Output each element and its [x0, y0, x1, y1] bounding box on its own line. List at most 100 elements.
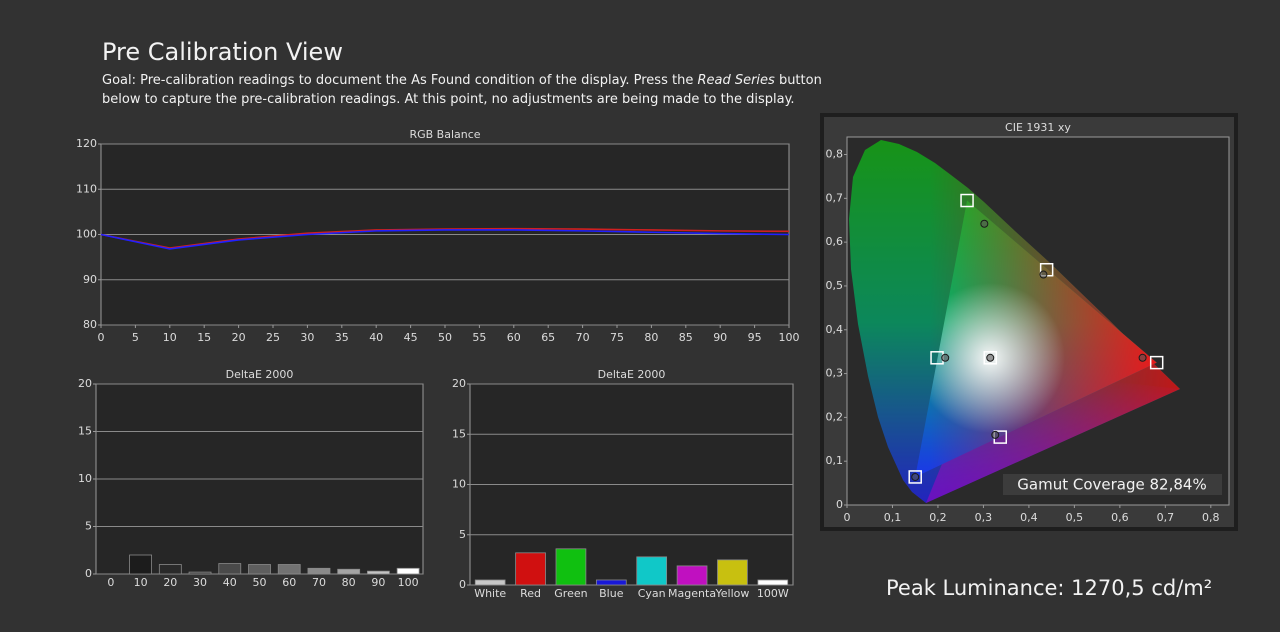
- y-tick-label: 10: [78, 472, 92, 485]
- x-tick-label: 10: [163, 331, 177, 344]
- x-tick-label: 30: [300, 331, 314, 344]
- x-tick-label: 75: [610, 331, 624, 344]
- x-tick-label: 90: [713, 331, 727, 344]
- x-tick-label: 15: [197, 331, 211, 344]
- bar: [248, 564, 271, 575]
- x-tick-label: 0,5: [1066, 511, 1084, 524]
- y-tick-label: 15: [452, 427, 466, 440]
- x-tick-label: Yellow: [715, 587, 750, 600]
- y-tick-label: 0,6: [826, 235, 844, 248]
- x-tick-label: Magenta: [668, 587, 716, 600]
- y-tick-label: 0,1: [826, 454, 844, 467]
- x-tick-label: 30: [193, 576, 207, 589]
- x-tick-label: 50: [438, 331, 452, 344]
- annotation-box: [1003, 474, 1222, 495]
- x-tick-label: Green: [554, 587, 587, 600]
- x-tick-label: 60: [282, 576, 296, 589]
- x-tick-label: 70: [576, 331, 590, 344]
- bar: [367, 570, 390, 575]
- y-tick-label: 0,4: [826, 323, 844, 336]
- bar: [337, 568, 361, 575]
- bar: [218, 563, 242, 575]
- y-tick-label: 0,3: [826, 367, 844, 380]
- x-tick-label: 10: [134, 576, 148, 589]
- y-tick-label: 0,5: [826, 279, 844, 292]
- y-tick-label: 5: [85, 520, 92, 533]
- bar: [277, 564, 301, 575]
- description-emphasis: Read Series: [697, 73, 775, 88]
- x-tick-label: 70: [312, 576, 326, 589]
- x-tick-label: White: [474, 587, 506, 600]
- bar: [129, 554, 152, 575]
- y-tick-label: 0,8: [826, 148, 844, 161]
- x-tick-label: Blue: [599, 587, 624, 600]
- line: [100, 229, 790, 250]
- y-tick-label: 80: [83, 318, 97, 331]
- x-tick-label: 0,3: [975, 511, 993, 524]
- x-tick-label: 0,8: [1202, 511, 1220, 524]
- y-tick-label: 20: [78, 377, 92, 390]
- x-tick-label: 0,6: [1111, 511, 1129, 524]
- measured-marker: [1039, 270, 1048, 279]
- x-tick-label: 60: [507, 331, 521, 344]
- y-tick-label: 10: [452, 478, 466, 491]
- bar: [396, 567, 420, 575]
- peak-luminance: Peak Luminance: 1270,5 cd/m²: [886, 576, 1212, 600]
- y-tick-label: 90: [83, 273, 97, 286]
- x-tick-label: 0,1: [884, 511, 902, 524]
- x-tick-label: 0: [844, 511, 851, 524]
- x-tick-label: 40: [369, 331, 383, 344]
- x-tick-label: 100: [779, 331, 800, 344]
- x-tick-label: 20: [163, 576, 177, 589]
- x-tick-label: 80: [342, 576, 356, 589]
- y-tick-label: 0,7: [826, 191, 844, 204]
- x-tick-label: 40: [223, 576, 237, 589]
- bar: [474, 579, 506, 586]
- bar: [515, 552, 546, 586]
- bar: [188, 571, 212, 575]
- x-tick-label: 20: [232, 331, 246, 344]
- x-tick-label: 0: [98, 331, 105, 344]
- x-tick-label: 55: [472, 331, 486, 344]
- bar: [307, 567, 331, 575]
- x-tick-label: 0,7: [1157, 511, 1175, 524]
- y-tick-label: 0: [459, 578, 466, 591]
- gamut-triangle-white: [915, 200, 1157, 477]
- measured-marker: [1138, 353, 1147, 362]
- line: [100, 227, 790, 249]
- chart-title: CIE 1931 xy: [1005, 121, 1071, 134]
- y-tick-label: 15: [78, 425, 92, 438]
- y-tick-label: 5: [459, 528, 466, 541]
- bar: [717, 559, 748, 586]
- page-title: Pre Calibration View: [102, 38, 343, 66]
- x-tick-label: 0: [107, 576, 114, 589]
- y-tick-label: 20: [452, 377, 466, 390]
- description: Goal: Pre-calibration readings to docume…: [102, 71, 862, 109]
- measured-marker: [991, 430, 1000, 439]
- chart-title: DeltaE 2000: [226, 368, 294, 381]
- measured-marker: [986, 353, 995, 362]
- x-tick-label: 100: [398, 576, 419, 589]
- target-marker: [960, 193, 974, 208]
- bar: [676, 565, 708, 586]
- x-tick-label: 25: [266, 331, 280, 344]
- y-tick-label: 0,2: [826, 410, 844, 423]
- x-tick-label: 5: [132, 331, 139, 344]
- bar: [158, 564, 182, 575]
- x-tick-label: 0,2: [929, 511, 947, 524]
- bar: [595, 579, 627, 586]
- chart-title: RGB Balance: [409, 128, 480, 141]
- x-tick-label: 80: [644, 331, 658, 344]
- measured-marker: [980, 219, 989, 228]
- x-tick-label: 65: [541, 331, 555, 344]
- x-tick-label: Cyan: [638, 587, 666, 600]
- x-tick-label: 90: [371, 576, 385, 589]
- target-marker: [1149, 355, 1164, 370]
- target-marker: [983, 351, 997, 365]
- y-tick-label: 110: [76, 182, 97, 195]
- y-tick-label: 120: [76, 137, 97, 150]
- x-tick-label: 50: [253, 576, 267, 589]
- x-tick-label: 0,4: [1020, 511, 1038, 524]
